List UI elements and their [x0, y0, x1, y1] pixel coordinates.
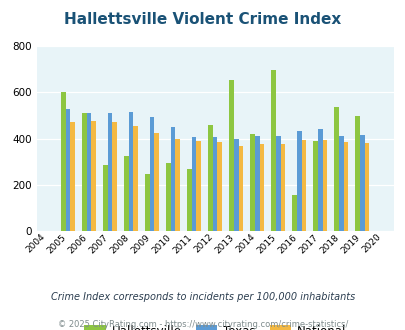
Bar: [107, 113, 112, 231]
Bar: [271, 70, 275, 231]
Bar: [208, 125, 212, 231]
Bar: [233, 139, 238, 231]
Bar: [259, 145, 264, 231]
Bar: [82, 113, 87, 231]
Bar: [275, 136, 280, 231]
Bar: [133, 126, 138, 231]
Bar: [254, 136, 259, 231]
Bar: [175, 139, 180, 231]
Bar: [364, 143, 368, 231]
Bar: [154, 133, 159, 231]
Bar: [280, 145, 284, 231]
Bar: [313, 141, 317, 231]
Text: Crime Index corresponds to incidents per 100,000 inhabitants: Crime Index corresponds to incidents per…: [51, 292, 354, 302]
Bar: [196, 141, 200, 231]
Bar: [249, 134, 254, 231]
Bar: [292, 195, 296, 231]
Bar: [343, 142, 347, 231]
Bar: [217, 142, 222, 231]
Bar: [66, 109, 70, 231]
Bar: [145, 174, 149, 231]
Bar: [296, 130, 301, 231]
Bar: [61, 92, 66, 231]
Text: Hallettsville Violent Crime Index: Hallettsville Violent Crime Index: [64, 12, 341, 26]
Bar: [187, 169, 192, 231]
Bar: [87, 113, 91, 231]
Bar: [91, 121, 96, 231]
Bar: [359, 135, 364, 231]
Bar: [192, 137, 196, 231]
Bar: [229, 80, 233, 231]
Bar: [166, 163, 171, 231]
Bar: [354, 115, 359, 231]
Bar: [112, 122, 117, 231]
Bar: [149, 117, 154, 231]
Bar: [212, 137, 217, 231]
Bar: [171, 127, 175, 231]
Text: © 2025 CityRating.com - https://www.cityrating.com/crime-statistics/: © 2025 CityRating.com - https://www.city…: [58, 320, 347, 329]
Bar: [238, 146, 243, 231]
Legend: Hallettsville, Texas, National: Hallettsville, Texas, National: [79, 320, 350, 330]
Bar: [70, 122, 75, 231]
Bar: [124, 156, 128, 231]
Bar: [103, 165, 107, 231]
Bar: [338, 136, 343, 231]
Bar: [322, 140, 326, 231]
Bar: [301, 140, 305, 231]
Bar: [128, 112, 133, 231]
Bar: [334, 108, 338, 231]
Bar: [317, 129, 322, 231]
